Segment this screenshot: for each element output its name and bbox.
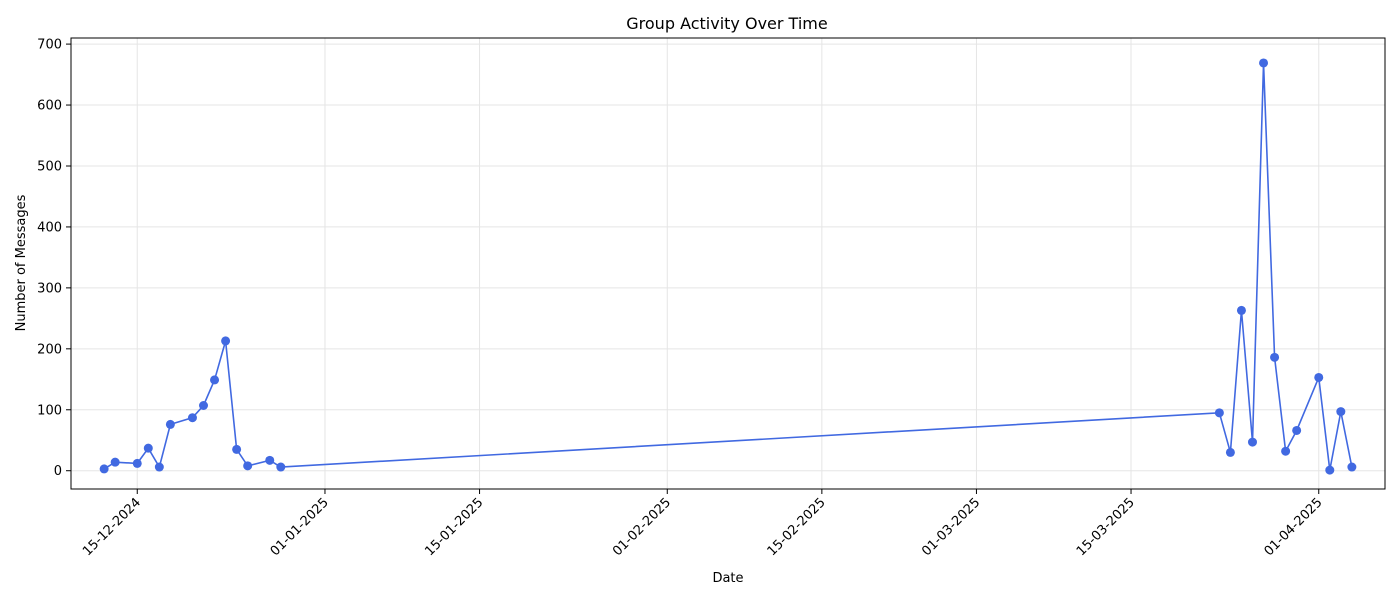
data-point <box>1336 407 1346 417</box>
y-tick-label: 100 <box>37 403 62 418</box>
data-point <box>99 464 109 474</box>
y-tick-label: 600 <box>37 99 62 114</box>
x-tick-label: 15-12-2024 <box>80 495 144 559</box>
data-point <box>1259 58 1269 68</box>
y-axis-label: Number of Messages <box>14 194 29 331</box>
data-point <box>1292 425 1302 435</box>
data-point <box>1270 352 1280 362</box>
data-point <box>1236 305 1246 315</box>
data-point <box>132 458 142 468</box>
series-line <box>103 62 1353 471</box>
data-point <box>1247 437 1257 447</box>
data-point <box>1347 462 1357 472</box>
x-tick-label: 15-02-2025 <box>765 495 829 559</box>
data-point <box>1314 372 1324 382</box>
data-point <box>276 462 286 472</box>
y-tick-label: 400 <box>37 220 62 235</box>
data-point <box>1214 408 1224 418</box>
x-tick-label: 01-04-2025 <box>1262 495 1326 559</box>
data-point <box>243 461 253 471</box>
data-point <box>232 444 242 454</box>
series-layer <box>99 58 1357 475</box>
data-point <box>154 462 164 472</box>
y-tick-label: 300 <box>37 281 62 296</box>
data-point <box>187 413 197 423</box>
data-point <box>1281 446 1291 456</box>
data-point <box>165 419 175 429</box>
grid <box>71 38 1385 489</box>
x-tick-label: 01-01-2025 <box>268 495 332 559</box>
x-axis-label: Date <box>712 571 743 586</box>
x-axis-ticks: 15-12-2024 01-01-2025 15-01-2025 01-02-2025… <box>80 489 1326 559</box>
chart-title: Group Activity Over Time <box>626 14 827 33</box>
y-tick-label: 500 <box>37 159 62 174</box>
data-point <box>199 401 209 411</box>
y-tick-label: 0 <box>54 464 62 479</box>
data-point <box>1325 465 1335 475</box>
x-tick-label: 15-01-2025 <box>422 495 486 559</box>
data-point <box>1225 447 1235 457</box>
data-point <box>221 336 231 346</box>
data-point <box>143 443 153 453</box>
y-tick-label: 700 <box>37 38 62 53</box>
data-point <box>210 375 220 385</box>
data-point <box>110 457 120 467</box>
y-axis-ticks: 0 100 200 300 400 500 600 700 <box>37 38 71 479</box>
plot-area-frame <box>70 37 1386 490</box>
data-point <box>265 455 275 465</box>
y-tick-label: 200 <box>37 342 62 357</box>
x-tick-label: 01-02-2025 <box>610 495 674 559</box>
x-tick-label: 15-03-2025 <box>1074 495 1138 559</box>
x-tick-label: 01-03-2025 <box>919 495 983 559</box>
